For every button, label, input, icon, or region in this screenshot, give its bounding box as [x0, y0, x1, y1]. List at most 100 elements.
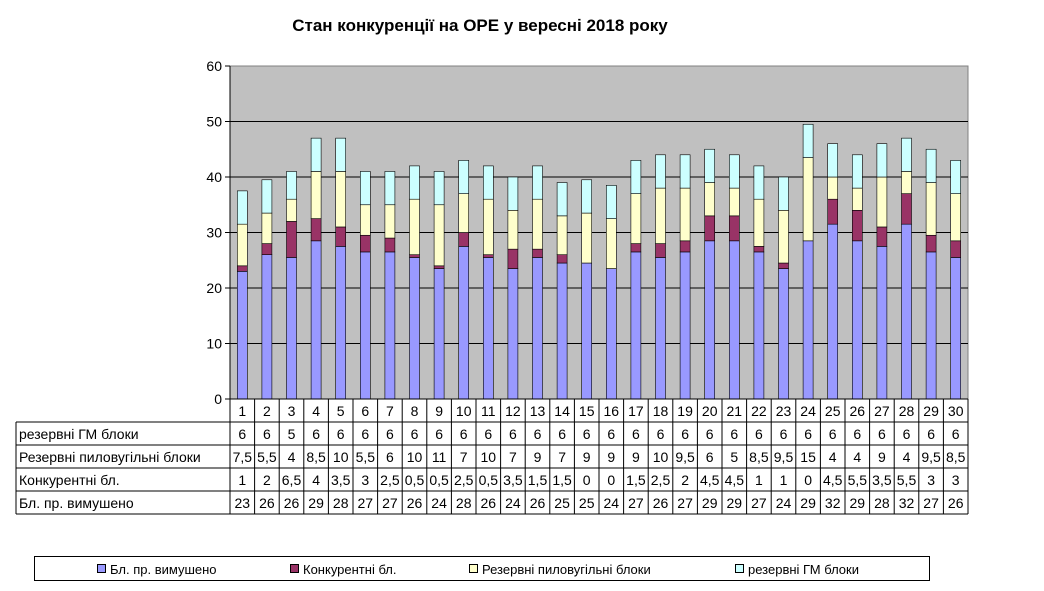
bar-segment [753, 251, 765, 400]
table-cell: 24 [776, 495, 792, 511]
bar-segment [335, 137, 347, 172]
table-cell: 6 [534, 426, 542, 442]
bar-segment [310, 171, 322, 219]
table-cell: 4,5 [725, 472, 745, 488]
bar-segment [655, 243, 666, 258]
bar-segment [950, 160, 962, 194]
bar-segment [384, 171, 396, 206]
table-cell: 3 [952, 472, 960, 488]
bar-segment [261, 212, 273, 244]
table-cell: 3 [927, 472, 935, 488]
bar-segment [286, 257, 297, 400]
table-cell: 2,5 [380, 472, 400, 488]
table-cell: 2,5 [651, 472, 671, 488]
table-cell: 10 [653, 449, 669, 465]
legend: Бл. пр. вимушено Конкурентні бл. Резервн… [34, 556, 930, 581]
bar-segment [556, 215, 568, 256]
table-cell: 9 [607, 449, 615, 465]
bar-segment [901, 193, 912, 225]
bar-segment [310, 240, 322, 400]
table-cell: 6 [386, 426, 394, 442]
x-category-label: 4 [312, 403, 320, 419]
table-cell: 5 [288, 426, 296, 442]
bar-segment [359, 251, 371, 400]
table-cell: 7 [509, 449, 517, 465]
table-cell: 0,5 [479, 472, 499, 488]
table-cell: 1 [755, 472, 763, 488]
bar-segment [335, 246, 347, 400]
table-cell: 2,5 [454, 472, 474, 488]
table-cell: 2 [263, 472, 271, 488]
bar-segment [753, 246, 765, 253]
bar-segment [827, 223, 839, 400]
x-category-label: 10 [456, 403, 472, 419]
table-cell: 6 [804, 426, 812, 442]
x-category-label: 14 [554, 403, 570, 419]
bar-segment [507, 268, 519, 400]
table-cell: 6 [411, 426, 419, 442]
bar-segment [458, 160, 470, 194]
table-cell: 6 [927, 426, 935, 442]
table-cell: 9,5 [774, 449, 794, 465]
bar-segment [433, 265, 445, 269]
bar-segment [950, 193, 962, 242]
table-cell: 29 [727, 495, 743, 511]
bar-segment [359, 204, 371, 236]
bar-segment [458, 193, 470, 233]
table-cell: 5 [730, 449, 738, 465]
bar-segment [925, 182, 937, 236]
bar-segment [679, 251, 691, 400]
bar-segment [261, 243, 273, 256]
table-cell: 4,5 [823, 472, 843, 488]
bar-segment [507, 210, 519, 250]
bar-segment [950, 240, 962, 258]
bar-segment [630, 251, 642, 400]
table-cell: 28 [456, 495, 472, 511]
table-cell: 3,5 [331, 472, 351, 488]
table-cell: 6 [878, 426, 886, 442]
table-cell: 24 [505, 495, 521, 511]
x-category-label: 17 [628, 403, 644, 419]
bar-segment [458, 246, 470, 400]
table-cell: 9 [632, 449, 640, 465]
table-cell: 5,5 [257, 449, 277, 465]
table-cell: 9 [878, 449, 886, 465]
bar-segment [753, 198, 765, 247]
legend-swatch-coal-reserve [469, 564, 478, 573]
table-cell: 25 [579, 495, 595, 511]
x-category-label: 13 [530, 403, 546, 419]
table-cell: 6 [755, 426, 763, 442]
table-cell: 1,5 [626, 472, 646, 488]
table-cell: 6 [853, 426, 861, 442]
bar-segment [261, 254, 273, 400]
bar-segment [409, 198, 420, 255]
bar-segment [704, 240, 716, 400]
table-cell: 26 [407, 495, 423, 511]
x-category-label: 7 [386, 403, 394, 419]
table-cell: 29 [850, 495, 866, 511]
table-cell: 0,5 [405, 472, 425, 488]
table-cell: 9,5 [921, 449, 941, 465]
y-tick-label: 10 [206, 336, 222, 352]
table-cell: 6 [558, 426, 566, 442]
table-cell: 4 [853, 449, 861, 465]
bar-segment [507, 176, 519, 211]
legend-label-forced: Бл. пр. вимушено [110, 562, 217, 577]
table-cell: 6 [657, 426, 665, 442]
legend-item-competitive: Конкурентні бл. [290, 562, 397, 577]
bar-segment [532, 257, 543, 400]
bar-segment [704, 182, 716, 217]
bar-segment [359, 234, 371, 253]
bar-segment [482, 257, 494, 400]
chart-title: Стан конкуренції на ОРЕ у вересні 2018 р… [292, 16, 668, 35]
table-cell: 10 [333, 449, 349, 465]
bar-segment [237, 265, 248, 272]
bar-segment [507, 248, 519, 269]
bar-segment [827, 176, 839, 200]
x-category-label: 25 [825, 403, 841, 419]
bar-segment [655, 257, 666, 400]
table-cell: 8,5 [749, 449, 769, 465]
x-category-label: 20 [702, 403, 718, 419]
table-cell: 1,5 [528, 472, 548, 488]
